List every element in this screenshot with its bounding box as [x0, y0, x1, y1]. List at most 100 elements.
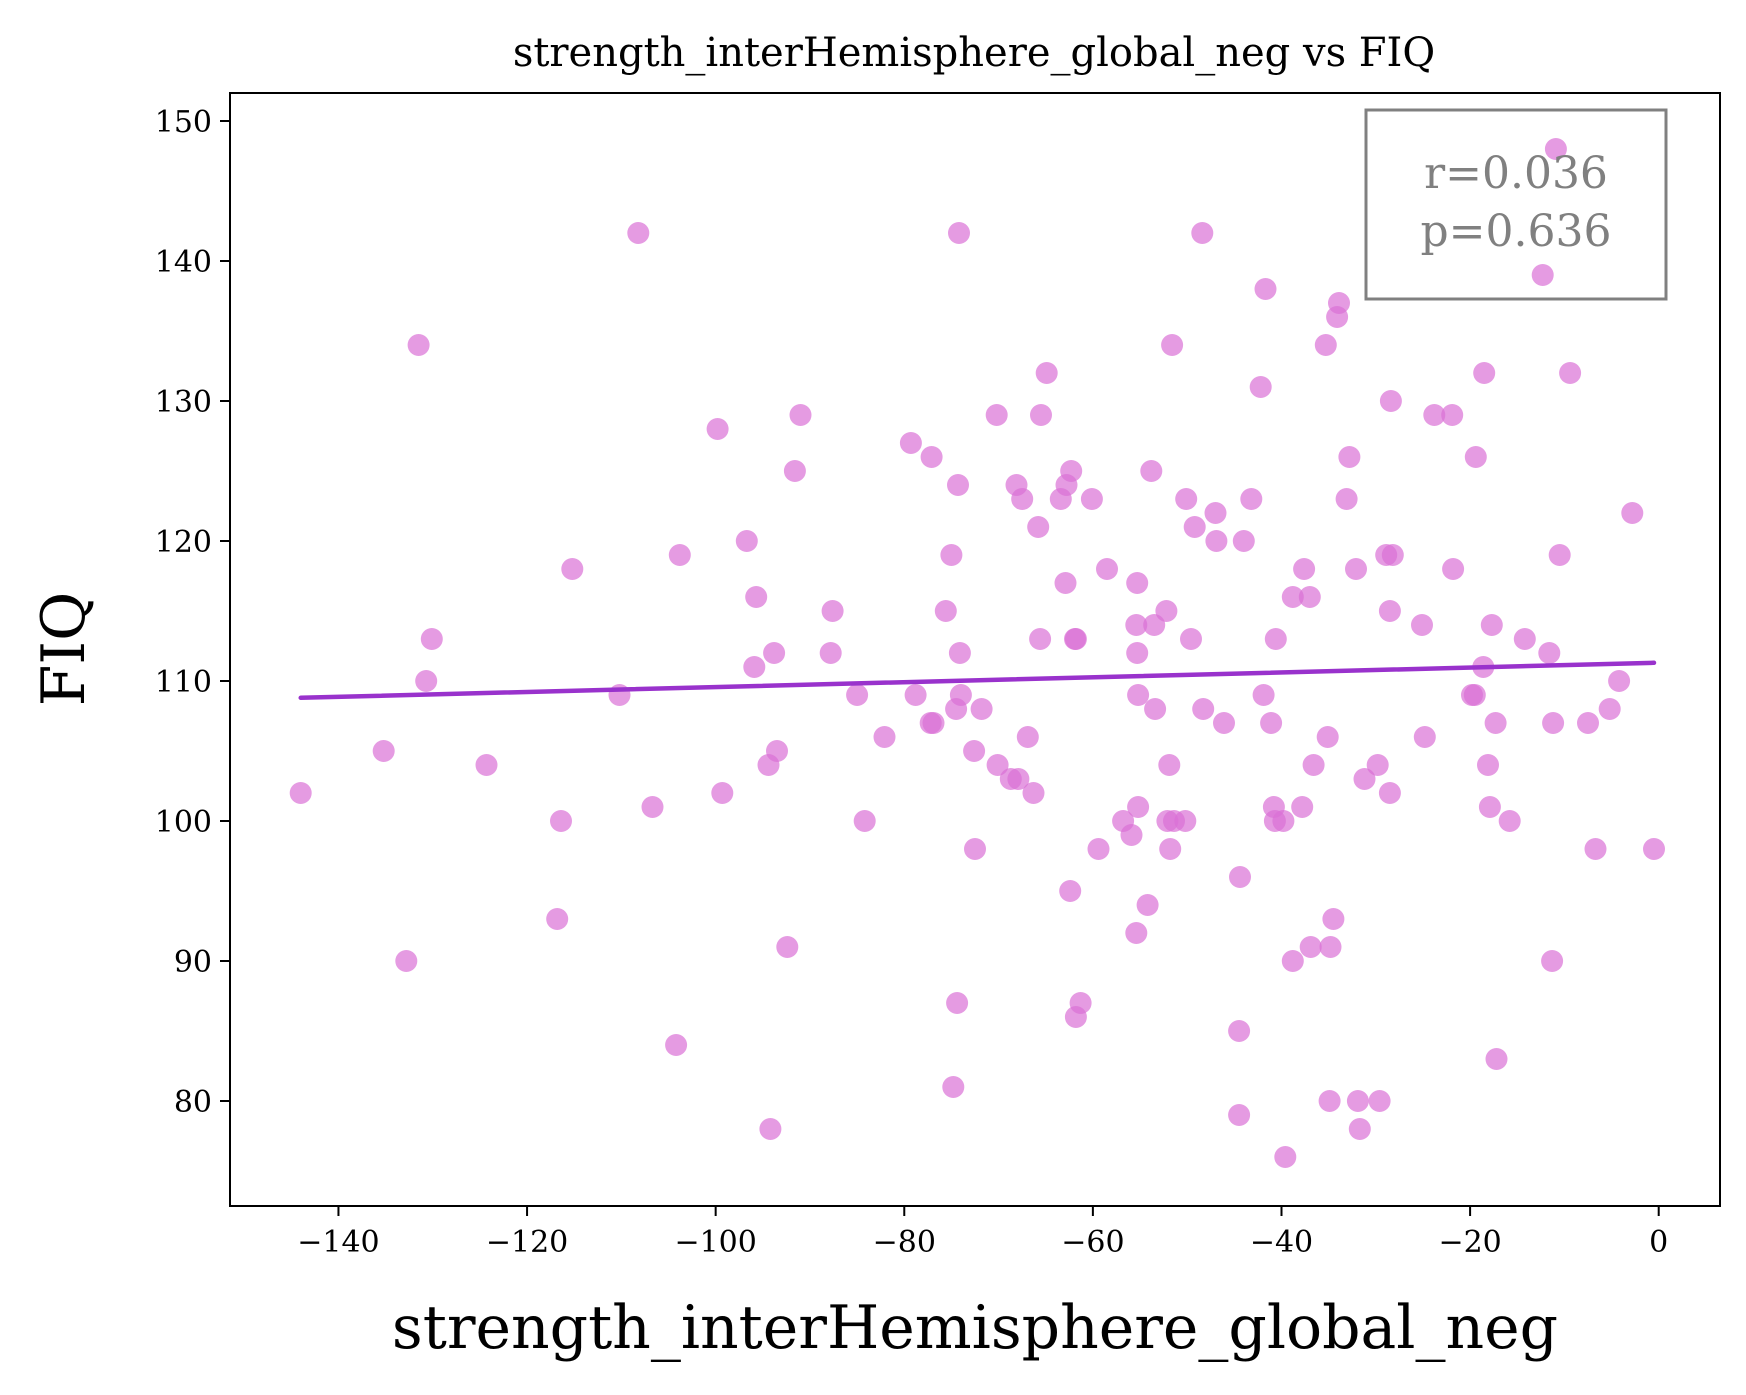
- data-point: [1423, 404, 1446, 426]
- data-point: [1538, 642, 1561, 664]
- data-point: [1498, 810, 1521, 832]
- data-point: [1192, 698, 1215, 720]
- data-point: [1541, 950, 1564, 972]
- data-point: [1064, 628, 1087, 650]
- data-point: [1126, 572, 1149, 594]
- data-point: [1158, 754, 1181, 776]
- data-point: [1054, 572, 1077, 594]
- data-point: [1155, 600, 1178, 622]
- data-point: [940, 544, 963, 566]
- data-point: [1473, 362, 1496, 384]
- x-axis-label: strength_interHemisphere_global_neg: [392, 1293, 1558, 1363]
- data-point: [735, 530, 758, 552]
- scatter-points: [289, 138, 1665, 1168]
- data-point: [1643, 838, 1665, 860]
- data-point: [743, 656, 766, 678]
- data-point: [1411, 614, 1433, 636]
- data-point: [1302, 754, 1325, 776]
- data-point: [763, 642, 786, 664]
- data-point: [1087, 838, 1110, 860]
- data-point: [561, 558, 584, 580]
- data-point: [546, 908, 569, 930]
- y-tick-label: 110: [155, 665, 212, 700]
- data-point: [846, 684, 869, 706]
- data-point: [1127, 796, 1150, 818]
- data-point: [1314, 334, 1337, 356]
- data-point: [407, 334, 430, 356]
- data-point: [1381, 544, 1404, 566]
- data-point: [899, 432, 922, 454]
- data-point: [1136, 894, 1159, 916]
- data-point: [641, 796, 664, 818]
- y-tick-label: 80: [174, 1085, 212, 1120]
- data-point: [1598, 698, 1621, 720]
- x-tick-label: −100: [674, 1225, 756, 1260]
- y-axis-label: FIQ: [29, 592, 99, 707]
- data-point: [1442, 558, 1465, 580]
- stats-annotation: r=0.036 p=0.636: [1364, 108, 1668, 301]
- data-point: [1205, 530, 1228, 552]
- data-point: [1204, 502, 1227, 524]
- data-point: [1232, 530, 1255, 552]
- data-point: [420, 628, 443, 650]
- data-point: [1441, 404, 1464, 426]
- data-point: [1413, 726, 1436, 748]
- data-point: [1249, 376, 1272, 398]
- data-point: [1191, 222, 1214, 244]
- data-point: [819, 642, 842, 664]
- data-point: [1366, 754, 1389, 776]
- data-point: [1319, 936, 1342, 958]
- regression-line: [298, 660, 1657, 701]
- data-point: [1240, 488, 1263, 510]
- data-point: [711, 782, 734, 804]
- data-point: [1281, 950, 1304, 972]
- data-point: [949, 684, 972, 706]
- data-point: [1291, 796, 1314, 818]
- data-point: [985, 404, 1008, 426]
- y-axis-ticks: 80 90 100 110 120 130 140 150: [155, 105, 230, 1120]
- data-point: [1338, 446, 1361, 468]
- data-point: [1229, 866, 1251, 888]
- data-point: [946, 992, 969, 1014]
- y-tick-label: 120: [155, 525, 212, 560]
- data-point: [627, 222, 650, 244]
- data-point: [1030, 404, 1052, 426]
- data-point: [904, 684, 927, 706]
- data-point: [415, 670, 438, 692]
- data-point: [1022, 782, 1045, 804]
- data-point: [1548, 544, 1571, 566]
- x-axis-ticks: −140 −120 −100 −80 −60 −40 −20 0: [297, 1206, 1668, 1260]
- x-tick-label: −80: [873, 1225, 936, 1260]
- x-tick-label: −60: [1061, 1225, 1124, 1260]
- data-point: [1322, 908, 1345, 930]
- data-point: [821, 600, 844, 622]
- data-point: [1254, 278, 1277, 300]
- data-point: [1127, 684, 1150, 706]
- data-point: [759, 1118, 782, 1140]
- data-point: [1298, 586, 1321, 608]
- data-point: [1293, 558, 1316, 580]
- y-tick-label: 150: [155, 105, 212, 140]
- x-tick-label: −40: [1250, 1225, 1313, 1260]
- data-point: [1328, 292, 1350, 314]
- x-tick-label: −140: [297, 1225, 379, 1260]
- data-point: [1069, 992, 1092, 1014]
- data-point: [1059, 880, 1082, 902]
- data-point: [1531, 264, 1554, 286]
- data-point: [395, 950, 418, 972]
- data-point: [934, 600, 957, 622]
- data-point: [1007, 768, 1030, 790]
- data-point: [1252, 684, 1275, 706]
- data-point: [1345, 558, 1367, 580]
- data-point: [706, 418, 729, 440]
- data-point: [1378, 782, 1401, 804]
- data-point: [920, 446, 943, 468]
- data-point: [1274, 1146, 1297, 1168]
- data-point: [766, 740, 788, 762]
- data-point: [1584, 838, 1607, 860]
- stats-p-value: p=0.636: [1421, 206, 1612, 257]
- data-point: [1159, 838, 1182, 860]
- data-point: [942, 1076, 965, 1098]
- data-point: [1174, 810, 1197, 832]
- data-point: [1478, 796, 1501, 818]
